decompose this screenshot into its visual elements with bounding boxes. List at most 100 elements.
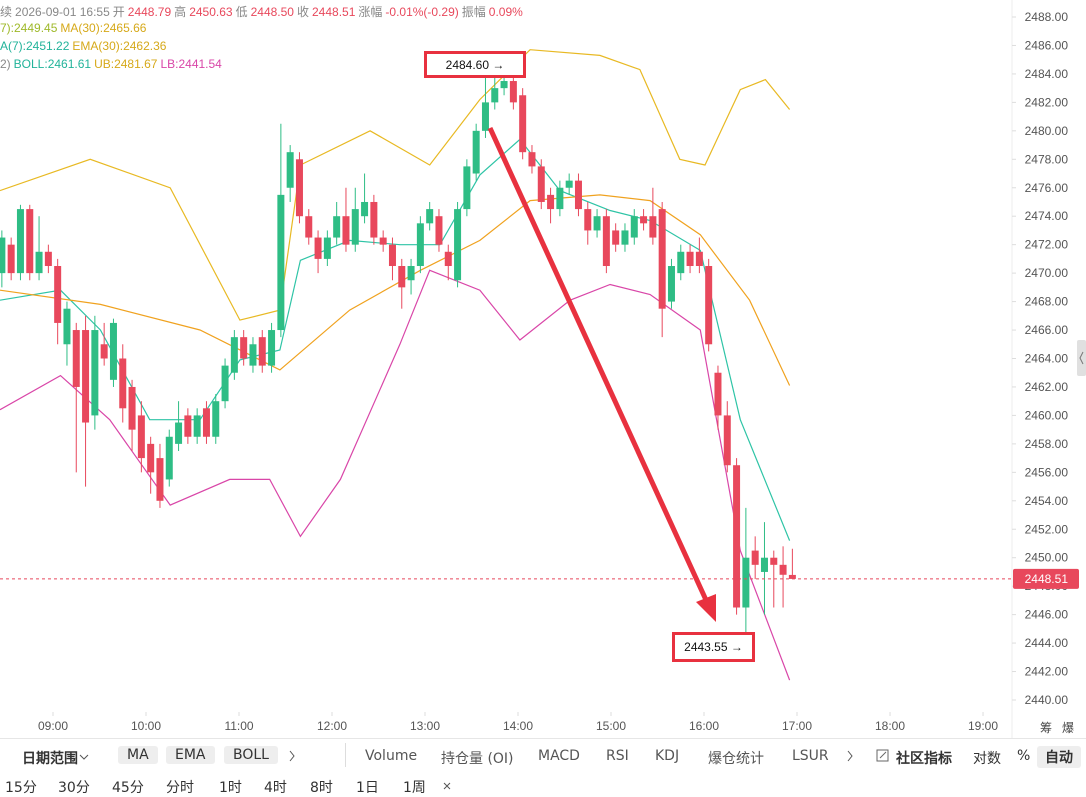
more-icon[interactable] [846, 750, 854, 762]
candle-body [547, 194, 555, 210]
candle-body [444, 251, 452, 267]
percent-toggle[interactable]: % [1017, 748, 1031, 764]
interval[interactable]: 1时 [219, 780, 242, 796]
candle-body [333, 216, 341, 238]
indicator-tab[interactable]: BOLL [224, 746, 278, 764]
indicator-tab[interactable]: RSI [606, 748, 629, 764]
interval[interactable]: 8时 [310, 780, 333, 796]
y-tick-label: 2456.00 [1025, 465, 1069, 479]
indicator-tab[interactable]: 爆仓统计 [708, 751, 764, 767]
indicator-line [0, 138, 791, 541]
community-indicators[interactable]: 社区指标 [896, 751, 952, 767]
indicator-tab[interactable]: MA [118, 746, 158, 764]
x-tick-label: 17:00 [782, 719, 812, 733]
indicator: LB:2441.54 [160, 57, 222, 71]
side-handle[interactable] [1077, 340, 1086, 376]
edit-icon [876, 749, 889, 762]
indicator-tab[interactable]: KDJ [655, 748, 680, 764]
candle-body [351, 209, 359, 245]
chart: 2440.002442.002444.002446.002448.002450.… [0, 0, 1086, 738]
close-icon[interactable] [443, 782, 451, 790]
x-tick-label: 16:00 [689, 719, 719, 733]
indicator: BOLL:2461.61 [13, 57, 92, 71]
candle-body [695, 251, 703, 267]
y-tick-label: 2442.00 [1025, 665, 1069, 679]
candle-body [481, 102, 489, 131]
candle-body [426, 209, 434, 224]
candle-body [788, 574, 796, 579]
candle-body [323, 237, 331, 259]
candle-body [193, 415, 201, 437]
indicator-tab[interactable]: 持仓量 (OI) [441, 751, 514, 767]
candle-body [472, 130, 480, 174]
interval[interactable]: 1日 [356, 780, 379, 796]
candle-body [35, 251, 43, 274]
interval[interactable]: 45分 [112, 780, 144, 796]
indicator-tab[interactable]: MACD [538, 748, 580, 764]
candle-body [500, 81, 508, 89]
candle-body [537, 166, 545, 202]
candle-body [16, 209, 24, 274]
y-tick-label: 2472.00 [1025, 238, 1069, 252]
candle-body [100, 344, 108, 359]
indicator-tab[interactable]: EMA [166, 746, 215, 764]
value: 2450.63 [189, 5, 233, 19]
date-range[interactable]: 日期范围 [22, 751, 78, 767]
side-label[interactable]: 爆 [1062, 721, 1074, 735]
label: 开 [112, 5, 125, 19]
y-tick-label: 2440.00 [1025, 693, 1069, 707]
side-label[interactable]: 筹 [1040, 721, 1052, 735]
candle-body [612, 230, 620, 245]
candle-body [82, 330, 90, 423]
candle-body [212, 401, 220, 437]
x-tick-label: 11:00 [224, 719, 253, 733]
y-tick-label: 2470.00 [1025, 266, 1069, 280]
trend-arrow [487, 126, 709, 602]
interval[interactable]: 15分 [5, 780, 37, 796]
header-line: A(7):2451.22 EMA(30):2462.36 [0, 39, 169, 53]
y-tick-label: 2452.00 [1025, 522, 1069, 536]
label: 涨幅 [358, 5, 383, 19]
interval[interactable]: 4时 [264, 780, 287, 796]
candle-body [370, 201, 378, 238]
annotation: 2443.55 → [672, 632, 755, 662]
x-tick-label: 19:00 [968, 719, 998, 733]
indicator: 7):2449.45 [0, 21, 58, 35]
y-tick-label: 2468.00 [1025, 295, 1069, 309]
x-tick-label: 13:00 [410, 719, 440, 733]
label: 低 [235, 5, 248, 19]
separator [345, 743, 346, 767]
y-tick-label: 2454.00 [1025, 494, 1069, 508]
interval[interactable]: 分时 [166, 780, 194, 796]
log-toggle[interactable]: 对数 [973, 751, 1001, 767]
label: 振幅 [461, 5, 486, 19]
candle-body [305, 216, 313, 238]
more-icon[interactable] [288, 750, 296, 762]
value: -0.01%(-0.29) [385, 5, 459, 19]
y-tick-label: 2446.00 [1025, 608, 1069, 622]
y-tick-label: 2444.00 [1025, 636, 1069, 650]
interval[interactable]: 1周 [403, 780, 426, 796]
y-tick-label: 2464.00 [1025, 352, 1069, 366]
indicator-tab[interactable]: LSUR [792, 748, 829, 764]
candle-body [565, 180, 573, 188]
candle-body [128, 386, 136, 430]
candle-body [156, 458, 164, 501]
indicator-tab[interactable]: Volume [365, 748, 418, 764]
label: 续 [0, 5, 13, 19]
x-tick-label: 18:00 [875, 719, 905, 733]
interval[interactable]: 30分 [58, 780, 90, 796]
header-line: 续 2026-09-01 16:55 开 2448.79 高 2450.63 低 2448.5… [0, 3, 526, 20]
candle-body [760, 557, 768, 572]
candle-body [649, 216, 657, 238]
handle-icon [1079, 351, 1084, 365]
auto-toggle[interactable]: 自动 [1037, 746, 1081, 768]
dropdown-icon [79, 754, 89, 760]
header-line: 7):2449.45 MA(30):2465.66 [0, 21, 149, 35]
candle-body [528, 152, 536, 167]
candle-body [7, 244, 15, 274]
y-tick-label: 2458.00 [1025, 437, 1069, 451]
candle-body [509, 81, 517, 103]
candle-body [640, 216, 648, 224]
